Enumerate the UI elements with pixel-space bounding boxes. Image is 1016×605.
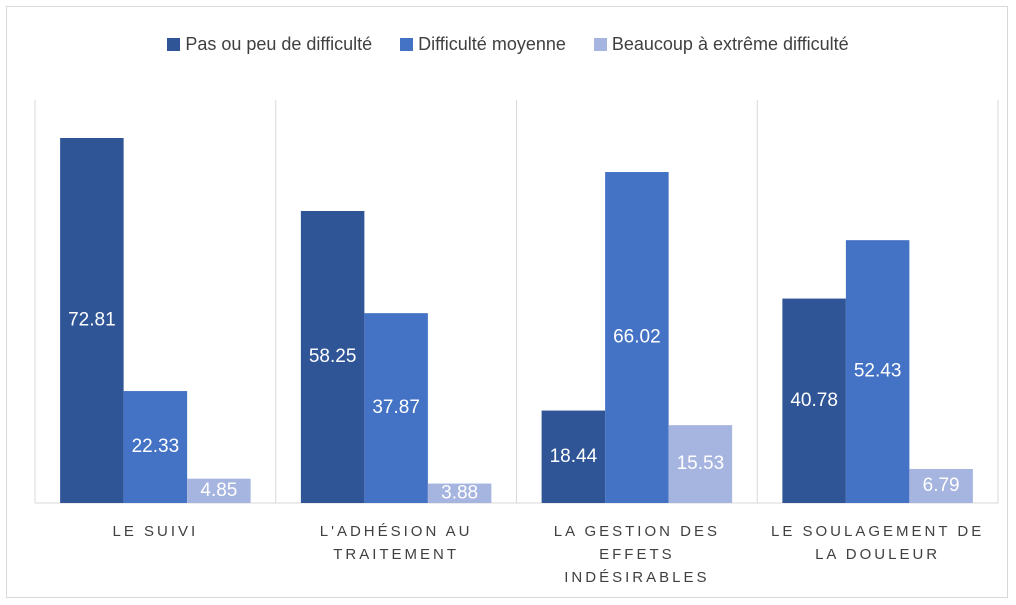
legend-label: Difficulté moyenne xyxy=(418,34,566,54)
legend-swatch xyxy=(400,38,414,51)
bar xyxy=(782,298,846,503)
data-label: 72.81 xyxy=(68,310,116,331)
legend-swatch xyxy=(593,38,607,51)
legend-label: Pas ou peu de difficulté xyxy=(185,34,373,54)
bar xyxy=(845,240,910,504)
bar xyxy=(187,478,251,503)
bar xyxy=(541,410,606,503)
legend-item: Pas ou peu de difficulté xyxy=(167,34,372,55)
x-tick-label: LE SOULAGEMENT DE LA DOULEUR xyxy=(770,523,985,563)
x-tick-label: LE SUIVI xyxy=(112,523,199,540)
data-label: 15.53 xyxy=(677,453,725,474)
bar xyxy=(123,391,188,503)
x-tick-label: LA GESTION DES EFFETS INDÉSIRABLES xyxy=(553,523,720,586)
bar xyxy=(668,425,733,503)
bar xyxy=(605,172,669,504)
legend-swatch xyxy=(167,38,181,51)
data-label: 40.78 xyxy=(790,390,838,411)
data-label: 52.43 xyxy=(854,361,902,382)
legend-label: Beaucoup à extrême difficulté xyxy=(611,34,849,54)
bar xyxy=(300,210,365,503)
x-tick-label: L'ADHÉSION AU TRAITEMENT xyxy=(319,523,473,563)
bar xyxy=(60,138,124,503)
data-label: 22.33 xyxy=(132,436,180,457)
data-label: 6.79 xyxy=(923,475,960,496)
bar xyxy=(427,483,492,503)
legend-item: Beaucoup à extrême difficulté xyxy=(593,34,849,55)
chart-frame xyxy=(6,6,1008,598)
data-label: 4.85 xyxy=(200,480,237,501)
bar xyxy=(909,468,973,503)
legend-item: Difficulté moyenne xyxy=(400,34,566,55)
data-label: 18.44 xyxy=(550,446,598,467)
legend: Pas ou peu de difficulté Difficulté moyen… xyxy=(0,34,1016,55)
data-label: 3.88 xyxy=(441,482,478,503)
data-label: 37.87 xyxy=(372,397,420,418)
data-label: 66.02 xyxy=(613,327,661,348)
bar xyxy=(364,313,428,503)
data-label: 58.25 xyxy=(309,346,357,367)
